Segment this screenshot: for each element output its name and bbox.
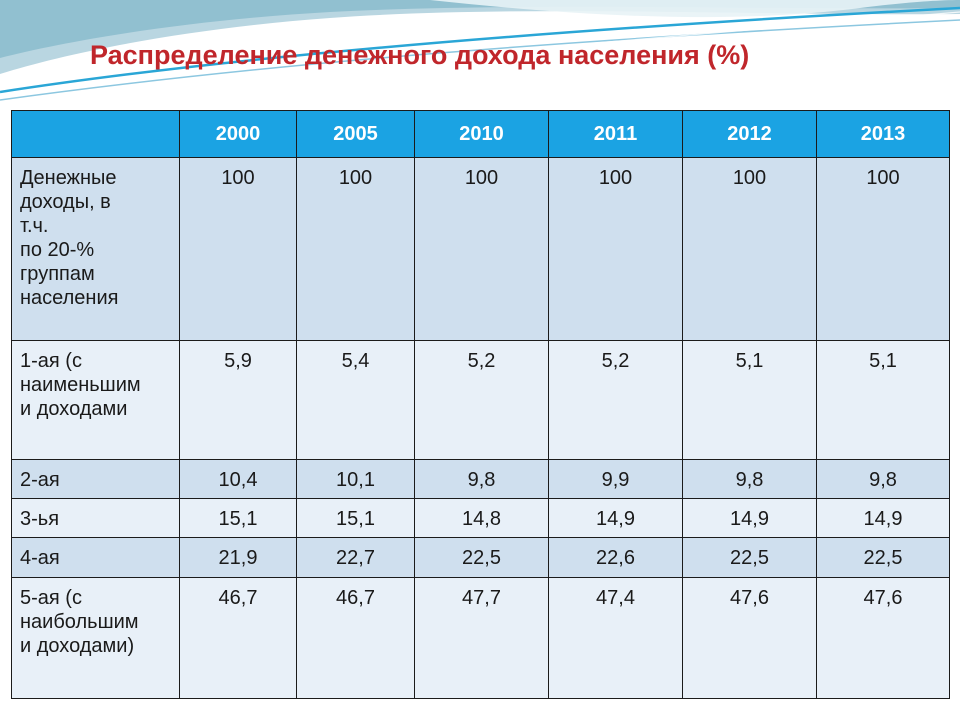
table-row: 5-ая (с наибольшим и доходами) 46,7 46,7… — [11, 577, 950, 699]
value-cell: 5,2 — [414, 340, 549, 460]
header-cell-year: 2013 — [816, 110, 950, 158]
header-cell-year: 2012 — [682, 110, 817, 158]
value-cell: 22,5 — [414, 537, 549, 578]
value-cell: 5,1 — [816, 340, 950, 460]
value-cell: 5,4 — [296, 340, 415, 460]
row-label-line: Денежные — [20, 167, 117, 189]
value-cell: 47,6 — [682, 577, 817, 699]
value-cell: 22,5 — [816, 537, 950, 578]
value-cell: 14,9 — [816, 498, 950, 538]
value-cell: 46,7 — [296, 577, 415, 699]
value-cell: 14,9 — [682, 498, 817, 538]
row-label-line: доходы, в — [20, 191, 111, 213]
value-cell: 22,7 — [296, 537, 415, 578]
row-label-cell: 2-ая — [11, 459, 180, 499]
header-cell-year: 2011 — [548, 110, 683, 158]
header-cell-year: 2010 — [414, 110, 549, 158]
table-row: 4-ая 21,9 22,7 22,5 22,6 22,5 22,5 — [11, 537, 950, 578]
row-label-cell: Денежные доходы, в т.ч. по 20-% группам … — [11, 157, 180, 341]
row-label-cell: 5-ая (с наибольшим и доходами) — [11, 577, 180, 699]
value-cell: 10,1 — [296, 459, 415, 499]
header-cell-year: 2000 — [179, 110, 297, 158]
value-cell: 9,8 — [682, 459, 817, 499]
value-cell: 47,7 — [414, 577, 549, 699]
row-label-line: и доходами — [20, 398, 128, 420]
table-row: 3-ья 15,1 15,1 14,8 14,9 14,9 14,9 — [11, 498, 950, 538]
value-cell: 47,4 — [548, 577, 683, 699]
value-cell: 15,1 — [296, 498, 415, 538]
value-cell: 5,9 — [179, 340, 297, 460]
value-cell: 5,2 — [548, 340, 683, 460]
income-distribution-table: 2000 2005 2010 2011 2012 2013 Денежные д… — [11, 110, 950, 699]
row-label-line: наименьшим — [20, 374, 141, 396]
value-cell: 5,1 — [682, 340, 817, 460]
value-cell: 100 — [816, 157, 950, 341]
value-cell: 100 — [682, 157, 817, 341]
row-label-line: и доходами) — [20, 635, 135, 657]
row-label-line: наибольшим — [20, 611, 139, 633]
value-cell: 100 — [179, 157, 297, 341]
row-label-line: по 20-% — [20, 239, 95, 261]
value-cell: 14,8 — [414, 498, 549, 538]
table-row: 2-ая 10,4 10,1 9,8 9,9 9,8 9,8 — [11, 459, 950, 499]
header-cell-year: 2005 — [296, 110, 415, 158]
slide-title: Распределение денежного дохода населения… — [90, 40, 750, 70]
row-label-cell: 4-ая — [11, 537, 180, 578]
row-label-line: населения — [20, 287, 119, 309]
row-label-cell: 1-ая (с наименьшим и доходами — [11, 340, 180, 460]
value-cell: 22,5 — [682, 537, 817, 578]
value-cell: 100 — [414, 157, 549, 341]
value-cell: 15,1 — [179, 498, 297, 538]
table-row: 1-ая (с наименьшим и доходами 5,9 5,4 5,… — [11, 340, 950, 460]
value-cell: 9,8 — [816, 459, 950, 499]
value-cell: 22,6 — [548, 537, 683, 578]
value-cell: 14,9 — [548, 498, 683, 538]
value-cell: 10,4 — [179, 459, 297, 499]
row-label-cell: 3-ья — [11, 498, 180, 538]
row-label-line: 1-ая (с — [20, 350, 82, 372]
value-cell: 21,9 — [179, 537, 297, 578]
value-cell: 46,7 — [179, 577, 297, 699]
row-label-line: т.ч. — [20, 215, 49, 237]
table-row: Денежные доходы, в т.ч. по 20-% группам … — [11, 157, 950, 341]
value-cell: 47,6 — [816, 577, 950, 699]
row-label-line: 5-ая (с — [20, 587, 82, 609]
value-cell: 100 — [548, 157, 683, 341]
header-row: 2000 2005 2010 2011 2012 2013 — [11, 110, 950, 158]
value-cell: 9,8 — [414, 459, 549, 499]
row-label-line: группам — [20, 263, 95, 285]
value-cell: 9,9 — [548, 459, 683, 499]
header-cell-blank — [11, 110, 180, 158]
wave-decoration — [0, 0, 960, 101]
value-cell: 100 — [296, 157, 415, 341]
